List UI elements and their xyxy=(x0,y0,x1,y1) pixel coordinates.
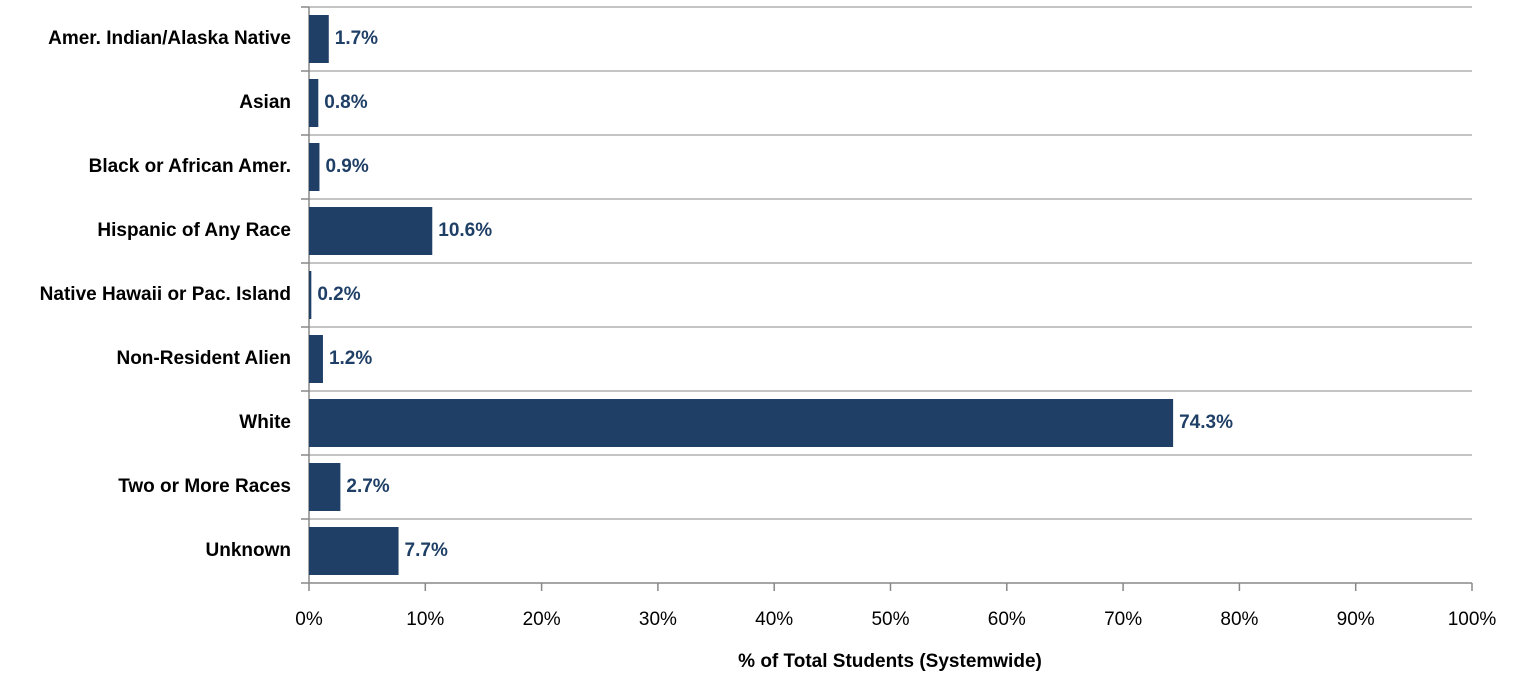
value-label: 1.7% xyxy=(335,28,378,49)
bar xyxy=(309,79,319,127)
bar xyxy=(309,143,320,191)
x-tick-label: 90% xyxy=(1337,609,1375,630)
value-label: 2.7% xyxy=(346,476,389,497)
x-tick-label: 10% xyxy=(406,609,444,630)
category-label: White xyxy=(239,412,291,433)
value-label: 0.9% xyxy=(325,156,368,177)
value-label: 0.2% xyxy=(317,284,360,305)
value-label: 10.6% xyxy=(438,220,492,241)
bar xyxy=(309,15,329,63)
category-label: Asian xyxy=(239,92,291,113)
bar xyxy=(309,463,341,511)
x-tick-label: 30% xyxy=(639,609,677,630)
category-label: Amer. Indian/Alaska Native xyxy=(48,28,291,49)
x-tick-label: 0% xyxy=(295,609,323,630)
x-tick-label: 20% xyxy=(523,609,561,630)
value-label: 7.7% xyxy=(405,540,448,561)
x-tick-label: 70% xyxy=(1104,609,1142,630)
bar xyxy=(309,399,1174,447)
category-label: Hispanic of Any Race xyxy=(97,220,291,241)
category-label: Unknown xyxy=(206,540,292,561)
bar xyxy=(309,527,399,575)
x-tick-label: 40% xyxy=(755,609,793,630)
x-axis-title: % of Total Students (Systemwide) xyxy=(738,651,1042,672)
x-tick-label: 100% xyxy=(1448,609,1497,630)
bar xyxy=(309,335,323,383)
x-tick-label: 60% xyxy=(988,609,1026,630)
category-label: Black or African Amer. xyxy=(89,156,291,177)
category-label: Two or More Races xyxy=(118,476,291,497)
category-label: Native Hawaii or Pac. Island xyxy=(40,284,291,305)
x-tick-label: 50% xyxy=(871,609,909,630)
value-label: 1.2% xyxy=(329,348,372,369)
value-label: 74.3% xyxy=(1179,412,1233,433)
x-tick-label: 80% xyxy=(1220,609,1258,630)
bar xyxy=(309,271,312,319)
category-label: Non-Resident Alien xyxy=(116,348,291,369)
value-label: 0.8% xyxy=(324,92,367,113)
bar xyxy=(309,207,433,255)
